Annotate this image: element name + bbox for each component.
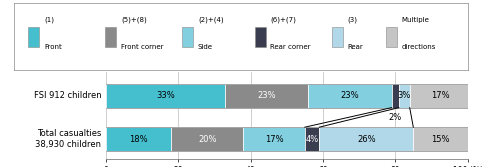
Text: Multiple: Multiple bbox=[402, 17, 430, 23]
Text: 26%: 26% bbox=[357, 135, 375, 144]
Text: directions: directions bbox=[402, 44, 436, 50]
Text: (3): (3) bbox=[348, 17, 358, 23]
FancyBboxPatch shape bbox=[182, 27, 193, 47]
Text: Front: Front bbox=[44, 44, 62, 50]
Text: 23%: 23% bbox=[341, 91, 360, 100]
Bar bbox=[225, 84, 308, 108]
Text: (5)+(8): (5)+(8) bbox=[121, 17, 147, 23]
Text: 18%: 18% bbox=[129, 135, 148, 144]
Bar bbox=[305, 127, 319, 151]
Text: 4%: 4% bbox=[306, 135, 319, 144]
Text: (6)+(7): (6)+(7) bbox=[270, 17, 296, 23]
Bar bbox=[413, 127, 468, 151]
Bar bbox=[319, 127, 413, 151]
Bar bbox=[106, 84, 225, 108]
Bar bbox=[243, 127, 305, 151]
FancyBboxPatch shape bbox=[28, 27, 40, 47]
Text: 23%: 23% bbox=[257, 91, 276, 100]
Text: Rear: Rear bbox=[348, 44, 363, 50]
FancyBboxPatch shape bbox=[105, 27, 117, 47]
Text: 3%: 3% bbox=[398, 91, 411, 100]
Text: 17%: 17% bbox=[265, 135, 283, 144]
Bar bbox=[391, 84, 399, 108]
Bar bbox=[171, 127, 243, 151]
Text: 2%: 2% bbox=[388, 113, 402, 122]
Text: (1): (1) bbox=[44, 17, 54, 23]
FancyBboxPatch shape bbox=[254, 27, 266, 47]
Text: 17%: 17% bbox=[431, 91, 450, 100]
Text: Side: Side bbox=[198, 44, 213, 50]
Bar bbox=[308, 84, 391, 108]
Text: Front corner: Front corner bbox=[121, 44, 163, 50]
Text: Rear corner: Rear corner bbox=[270, 44, 311, 50]
Bar bbox=[399, 84, 410, 108]
Text: (2)+(4): (2)+(4) bbox=[198, 17, 224, 23]
Bar bbox=[410, 84, 471, 108]
Text: 15%: 15% bbox=[431, 135, 450, 144]
Text: 20%: 20% bbox=[198, 135, 216, 144]
Bar bbox=[106, 127, 171, 151]
Text: 33%: 33% bbox=[156, 91, 175, 100]
FancyBboxPatch shape bbox=[332, 27, 343, 47]
FancyBboxPatch shape bbox=[386, 27, 397, 47]
